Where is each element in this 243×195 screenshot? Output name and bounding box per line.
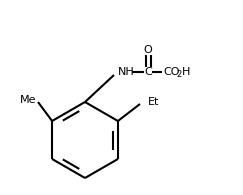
Text: CO: CO	[163, 67, 180, 77]
Text: Et: Et	[148, 97, 159, 107]
Text: NH: NH	[118, 67, 135, 77]
Text: C: C	[144, 67, 152, 77]
Text: O: O	[144, 45, 152, 55]
Text: 2: 2	[176, 70, 182, 79]
Text: H: H	[182, 67, 190, 77]
Text: Me: Me	[20, 95, 36, 105]
